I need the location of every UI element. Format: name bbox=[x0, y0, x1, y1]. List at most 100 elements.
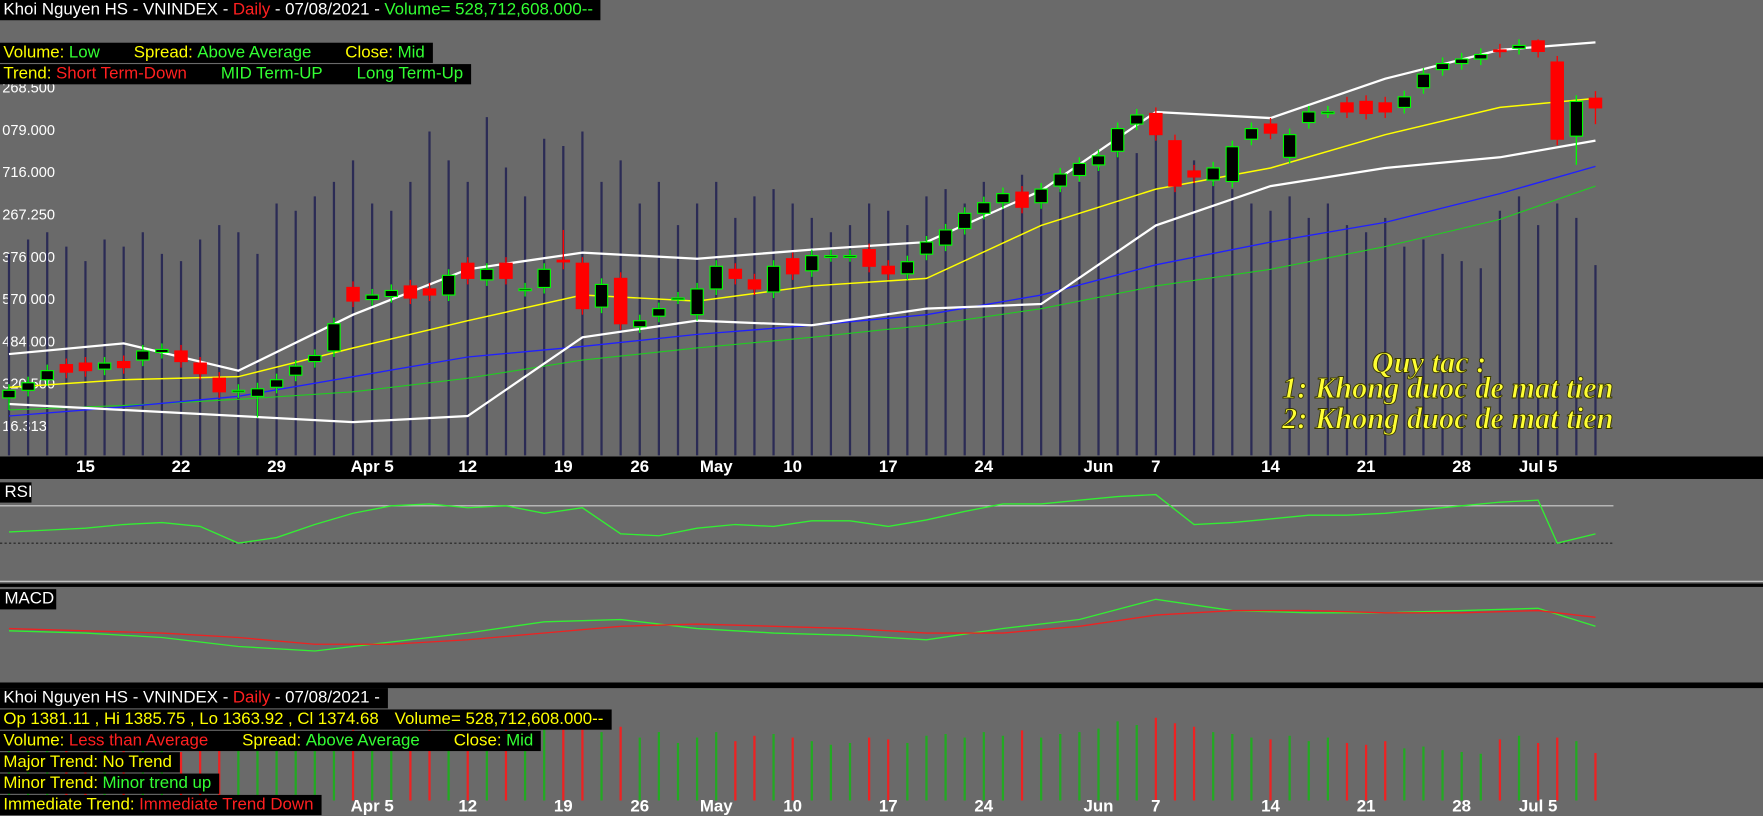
candle-body bbox=[1378, 102, 1392, 113]
value: 1385.75 bbox=[124, 709, 186, 729]
candle-body bbox=[193, 362, 207, 375]
candle-body bbox=[1569, 100, 1584, 137]
candle-body bbox=[652, 308, 666, 317]
candle-body bbox=[1282, 134, 1297, 158]
candle-body bbox=[78, 362, 93, 372]
candle-body bbox=[308, 354, 322, 363]
label: Close: bbox=[453, 730, 502, 750]
candle-body bbox=[709, 265, 723, 290]
candle-body bbox=[824, 255, 838, 258]
x-tick-label: 24 bbox=[974, 457, 993, 476]
value: Short Term-Down bbox=[55, 64, 187, 84]
separator bbox=[0, 682, 1763, 689]
price-label: 267.250 bbox=[2, 208, 55, 224]
axis-strip bbox=[0, 456, 1763, 479]
x-tick-label: Apr 5 bbox=[351, 457, 394, 476]
label: Volume: bbox=[3, 42, 65, 62]
x-tick-label: 12 bbox=[458, 797, 477, 816]
candle-body bbox=[1531, 40, 1545, 52]
candle-body bbox=[1263, 123, 1278, 134]
candle-body bbox=[499, 262, 513, 279]
value: Immediate Trend Down bbox=[139, 794, 314, 815]
label: Spread: bbox=[242, 730, 302, 750]
label: Trend: bbox=[3, 64, 52, 84]
candle-body bbox=[327, 323, 341, 352]
candle-body bbox=[97, 362, 112, 370]
candle-body bbox=[1015, 191, 1029, 208]
candle-body bbox=[1550, 61, 1564, 140]
candle-body bbox=[1053, 173, 1068, 187]
candle-body bbox=[881, 265, 895, 275]
info-line: Minor Trend: Minor trend up bbox=[0, 773, 220, 794]
x-tick-label: Jul 5 bbox=[1519, 457, 1557, 476]
x-tick-label: 17 bbox=[879, 797, 898, 816]
candle-body bbox=[231, 389, 246, 393]
info-line: Trend: Short Term-Down MID Term-UP Long T… bbox=[0, 64, 472, 85]
title-box bbox=[0, 482, 32, 503]
candle-body bbox=[59, 364, 74, 373]
candle-body bbox=[613, 277, 628, 325]
candle-body bbox=[346, 286, 360, 302]
candle-body bbox=[1321, 111, 1335, 115]
x-tick-label: Jun bbox=[1084, 457, 1114, 476]
x-tick-label: 26 bbox=[630, 797, 649, 816]
candle-body bbox=[288, 365, 303, 376]
candle-body bbox=[556, 259, 571, 263]
label: Major Trend: bbox=[3, 752, 99, 772]
annotation: Quy tac : 1: Khong duoc de mat tien 2: K… bbox=[1281, 345, 1614, 436]
x-tick-label: 22 bbox=[172, 457, 191, 476]
header-volume: Volume= 528,712,608.000-- bbox=[384, 0, 593, 20]
candle-body bbox=[365, 294, 379, 301]
candle-body bbox=[1359, 100, 1373, 115]
candle-body bbox=[1034, 188, 1048, 204]
info-line: Volume: Low Spread: Above Average Close: Mi… bbox=[0, 42, 433, 63]
header-date: - 07/08/2021 - bbox=[274, 0, 380, 20]
x-tick-label: 10 bbox=[783, 457, 802, 476]
candle-body bbox=[1493, 49, 1507, 53]
candle-body bbox=[116, 361, 131, 369]
value: 1363.92 bbox=[222, 709, 284, 729]
x-tick-label: Apr 5 bbox=[351, 797, 394, 816]
candle-body bbox=[250, 388, 265, 397]
x-tick-label: 21 bbox=[1357, 457, 1376, 476]
ohlc-line: Op 1381.11, Hi 1385.75, Lo 1363.92, Cl 1374.… bbox=[0, 709, 612, 730]
candle-body bbox=[1187, 170, 1201, 178]
candle-body bbox=[1454, 58, 1469, 65]
candle-body bbox=[1072, 162, 1087, 177]
candle-body bbox=[1129, 114, 1144, 125]
x-tick-label: 24 bbox=[974, 797, 993, 816]
candle-body bbox=[766, 265, 781, 293]
candle-body bbox=[1302, 111, 1316, 124]
candle-body bbox=[1091, 155, 1106, 166]
label: , Cl bbox=[287, 709, 314, 729]
indicator-line bbox=[8, 598, 1596, 652]
candle-body bbox=[384, 289, 399, 298]
candle-body bbox=[422, 288, 437, 296]
candle-body bbox=[919, 241, 934, 255]
candle-body bbox=[1149, 112, 1163, 136]
candle-body bbox=[957, 212, 972, 230]
value: Less than Average bbox=[68, 730, 209, 750]
x-tick-label: 15 bbox=[76, 457, 95, 476]
overlay-line bbox=[8, 139, 1596, 424]
price-label: 268.500 bbox=[2, 81, 55, 97]
label: , Hi bbox=[94, 709, 120, 729]
candle-body bbox=[938, 229, 953, 246]
x-tick-label: 10 bbox=[783, 797, 802, 816]
label: , Lo bbox=[189, 709, 219, 729]
annotation-text: 1: Khong duoc de mat tien bbox=[1282, 371, 1613, 405]
x-tick-label: 19 bbox=[554, 457, 573, 476]
candle-body bbox=[537, 268, 551, 289]
candle-body bbox=[690, 288, 704, 316]
value: Above Average bbox=[197, 42, 312, 62]
value: 1381.11 bbox=[30, 709, 91, 729]
candle-body bbox=[2, 389, 16, 399]
candle-body bbox=[862, 249, 876, 267]
overlay-line bbox=[8, 185, 1596, 411]
value: Minor trend up bbox=[102, 773, 212, 793]
value: Volume= 528,712,608.000-- bbox=[394, 709, 604, 729]
candle-body bbox=[174, 350, 188, 363]
candle-body bbox=[460, 262, 475, 279]
